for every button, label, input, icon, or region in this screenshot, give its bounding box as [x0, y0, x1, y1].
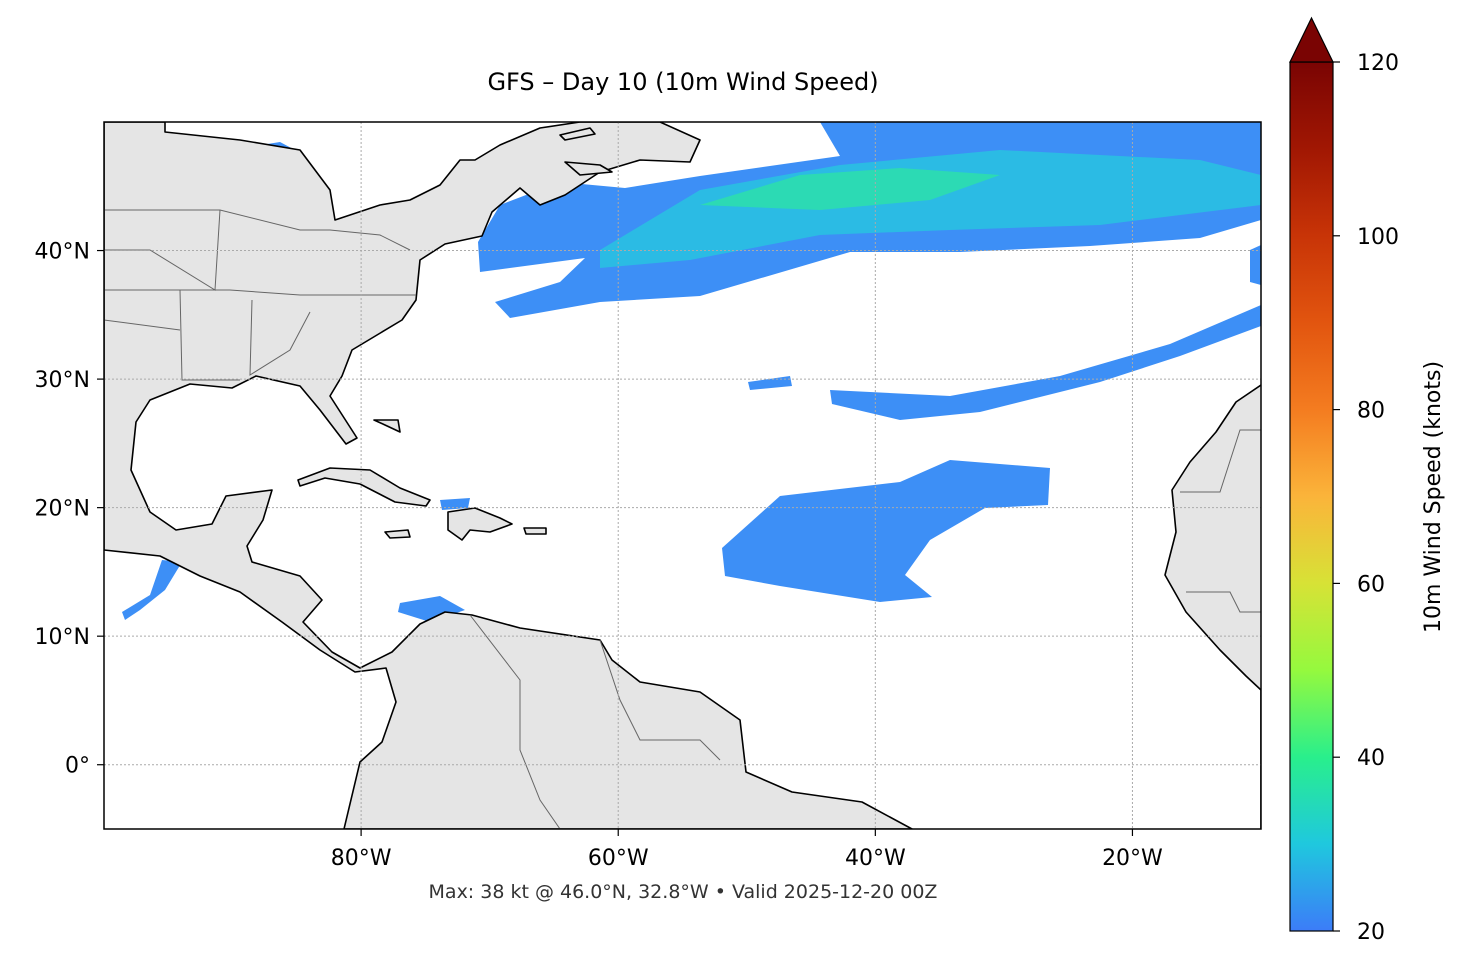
y-tick-label: 20°N — [35, 497, 90, 522]
x-tick-label: 80°W — [331, 846, 392, 871]
colorbar: 20 40 60 80 100 120 — [1289, 16, 1399, 945]
colorbar-tick-label: 60 — [1357, 572, 1385, 597]
bahamas — [373, 419, 401, 433]
colorbar-extend — [1289, 16, 1334, 63]
wind-swath — [122, 560, 182, 620]
hispaniola — [447, 507, 513, 541]
y-tick-label: 40°N — [35, 240, 90, 265]
y-tick-label: 0° — [65, 754, 90, 779]
colorbar-tick-label: 40 — [1357, 746, 1385, 771]
wind-swath — [600, 150, 1261, 268]
state-border — [104, 209, 221, 291]
map-frame — [103, 121, 1262, 830]
wind-swath — [1250, 245, 1261, 285]
x-tick-label: 60°W — [588, 846, 649, 871]
newfoundland — [559, 127, 596, 141]
state-border — [104, 289, 416, 296]
country-border — [599, 639, 721, 761]
colorbar-tick-label: 100 — [1357, 225, 1399, 250]
jamaica — [384, 529, 411, 539]
y-tick-label: 10°N — [35, 625, 90, 650]
africa — [1164, 384, 1261, 829]
x-tick-label: 40°W — [845, 846, 906, 871]
country-border — [1186, 591, 1261, 613]
state-border — [104, 209, 411, 251]
state-border — [249, 299, 311, 376]
cuba — [297, 467, 431, 507]
y-tick-label: 30°N — [35, 368, 90, 393]
puerto-rico — [523, 527, 547, 535]
grid — [104, 122, 1261, 829]
footer-note: Max: 38 kt @ 46.0°N, 32.8°W • Valid 2025… — [429, 881, 938, 903]
wind-swath — [830, 305, 1261, 420]
axes: 80°W 60°W 40°W 20°W 0° 10°N 20°N 30°N 40°N — [35, 240, 1164, 871]
country-border — [469, 614, 561, 829]
state-border — [104, 319, 181, 331]
land — [104, 122, 1261, 829]
wind-swath — [440, 498, 470, 510]
country-border — [1180, 429, 1261, 493]
wind-swath — [700, 168, 1000, 210]
wind-field — [122, 122, 1261, 622]
map-area — [104, 122, 1261, 829]
nova-scotia — [564, 161, 613, 176]
colorbar-label: 10m Wind Speed (knots) — [1421, 361, 1446, 633]
americas — [104, 122, 913, 829]
wind-swath — [722, 460, 1050, 602]
x-tick-label: 20°W — [1102, 846, 1163, 871]
state-border — [179, 289, 240, 381]
colorbar-tick-label: 20 — [1357, 920, 1385, 945]
colorbar-tick-label: 120 — [1357, 51, 1399, 76]
colorbar-tick-label: 80 — [1357, 399, 1385, 424]
map-title: GFS – Day 10 (10m Wind Speed) — [487, 68, 878, 96]
colorbar-scale — [1289, 61, 1334, 932]
